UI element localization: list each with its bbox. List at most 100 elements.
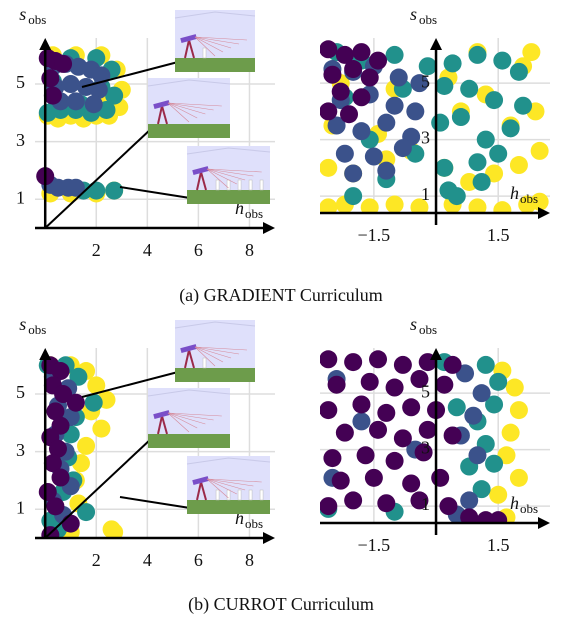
x-tick-label: 2 bbox=[92, 240, 101, 260]
point bbox=[331, 471, 350, 490]
point bbox=[451, 108, 470, 127]
point bbox=[369, 350, 388, 369]
inset-obstacle bbox=[237, 179, 242, 191]
pointer bbox=[81, 371, 179, 398]
points bbox=[38, 356, 124, 538]
point bbox=[485, 395, 504, 414]
y-tick-label: 3 bbox=[16, 440, 25, 460]
y-tick-label: 5 bbox=[16, 72, 25, 92]
point bbox=[435, 76, 454, 95]
point bbox=[476, 130, 495, 149]
x-tick-label: 2 bbox=[92, 550, 101, 570]
point bbox=[393, 355, 412, 374]
lidar-ray bbox=[194, 36, 248, 41]
inset-ground bbox=[175, 368, 255, 382]
x-tick-label: −1.5 bbox=[358, 225, 391, 245]
inset-ground bbox=[187, 190, 270, 204]
point bbox=[385, 96, 404, 115]
point bbox=[87, 181, 106, 200]
point bbox=[43, 454, 62, 473]
point bbox=[439, 497, 458, 516]
point bbox=[489, 144, 508, 163]
point bbox=[460, 508, 479, 523]
point bbox=[66, 393, 85, 412]
y-tick-label: 5 bbox=[16, 382, 25, 402]
point bbox=[360, 372, 379, 391]
point bbox=[344, 60, 363, 79]
inset-obstacle bbox=[248, 179, 253, 191]
point bbox=[377, 494, 396, 513]
robot-leg bbox=[196, 171, 202, 191]
point bbox=[327, 116, 346, 135]
point bbox=[509, 62, 528, 81]
point bbox=[340, 105, 359, 124]
point bbox=[320, 40, 338, 59]
point bbox=[410, 370, 429, 389]
point bbox=[410, 198, 429, 213]
x-axis-label-sub: obs bbox=[520, 501, 538, 516]
inset-terrain bbox=[174, 321, 256, 329]
point bbox=[443, 54, 462, 73]
lidar-ray bbox=[206, 168, 237, 185]
point bbox=[447, 187, 466, 206]
robot-leg bbox=[188, 39, 195, 59]
x-axis-arrow bbox=[263, 222, 275, 234]
inset-obstacle bbox=[202, 357, 207, 369]
point bbox=[501, 119, 520, 138]
point bbox=[472, 480, 491, 499]
point bbox=[402, 474, 421, 493]
caption: (b) CURROT Curriculum bbox=[188, 594, 374, 615]
y-tick-label: 3 bbox=[16, 130, 25, 150]
point bbox=[61, 514, 80, 533]
point bbox=[43, 86, 62, 105]
robot-leg bbox=[161, 415, 168, 435]
point bbox=[509, 468, 528, 487]
point bbox=[493, 201, 512, 213]
inset-terrain bbox=[186, 457, 271, 465]
robot-hull bbox=[153, 100, 170, 110]
point bbox=[489, 485, 508, 504]
points bbox=[320, 350, 528, 523]
robot-leg bbox=[196, 481, 202, 501]
point bbox=[344, 353, 363, 372]
lidar-ray bbox=[167, 102, 206, 115]
point bbox=[46, 402, 65, 421]
point bbox=[468, 446, 487, 465]
point bbox=[435, 158, 454, 177]
point bbox=[460, 172, 479, 191]
point bbox=[344, 491, 363, 510]
point bbox=[46, 497, 65, 516]
lidar-ray bbox=[194, 346, 224, 363]
robot-leg bbox=[200, 171, 207, 191]
point bbox=[356, 446, 375, 465]
lidar-ray bbox=[194, 36, 224, 53]
pointer bbox=[119, 496, 191, 509]
x-tick-label: 1.5 bbox=[487, 225, 510, 245]
lidar-ray bbox=[194, 346, 232, 359]
inset-obstacle bbox=[215, 489, 220, 501]
point bbox=[320, 158, 338, 177]
pointer bbox=[44, 437, 153, 539]
point bbox=[360, 198, 379, 213]
y-tick-label: 5 bbox=[421, 71, 430, 91]
robot-hull bbox=[180, 344, 197, 354]
point bbox=[323, 449, 342, 468]
point bbox=[509, 156, 528, 175]
y-axis-label-sub: obs bbox=[419, 12, 437, 27]
point bbox=[61, 75, 80, 94]
x-tick-label: 8 bbox=[245, 240, 254, 260]
x-axis-label-sub: obs bbox=[245, 516, 263, 531]
point bbox=[84, 393, 103, 412]
y-tick-label: 3 bbox=[421, 438, 430, 458]
y-axis-arrow bbox=[39, 348, 52, 360]
inset-terrain bbox=[174, 11, 256, 19]
point bbox=[320, 102, 338, 121]
point bbox=[364, 468, 383, 487]
point bbox=[320, 198, 338, 213]
point bbox=[84, 95, 103, 114]
point bbox=[377, 113, 396, 132]
point bbox=[385, 45, 404, 64]
inset-terrain bbox=[147, 389, 231, 397]
point bbox=[464, 406, 483, 425]
